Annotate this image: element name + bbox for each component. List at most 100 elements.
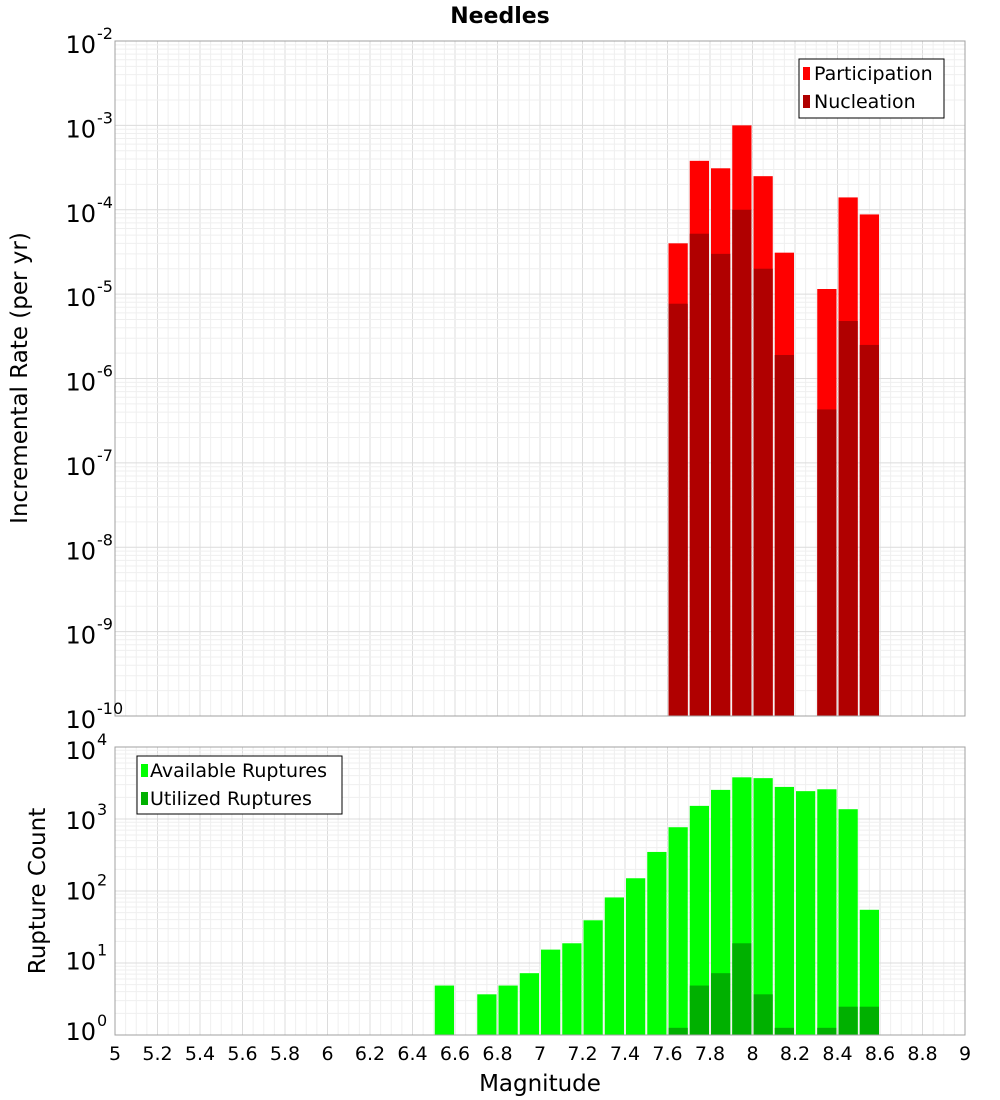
x-tick-label: 7 <box>534 1043 546 1065</box>
x-tick-label: 8.8 <box>907 1043 937 1065</box>
legend-swatch-available <box>141 764 148 777</box>
rate-panel: 10-210-310-410-510-610-710-810-910-10 In… <box>7 24 966 734</box>
x-tick-label: 7.8 <box>695 1043 725 1065</box>
y-tick-exponent: -2 <box>97 24 113 43</box>
bar-utilized-ruptures <box>711 973 731 1035</box>
y-tick-exponent: 1 <box>97 941 107 960</box>
y-tick-label: 10 -7 <box>65 446 113 481</box>
bar-nucleation <box>689 233 709 716</box>
y-tick-exponent: -10 <box>97 699 123 718</box>
y-tick-base: 10 <box>65 453 96 481</box>
x-tick-label: 6.4 <box>397 1043 427 1065</box>
y-tick-exponent: 0 <box>97 1011 107 1030</box>
bar-available-ruptures <box>626 878 646 1035</box>
bar-utilized-ruptures <box>753 994 773 1035</box>
bar-available-ruptures <box>562 943 582 1035</box>
y-tick-exponent: 2 <box>97 870 107 889</box>
bar-available-ruptures <box>541 949 561 1035</box>
x-tick-label: 9 <box>959 1043 971 1065</box>
count-plot-border <box>114 746 966 1036</box>
bar-available-ruptures <box>434 985 454 1035</box>
y-tick-base: 10 <box>65 807 96 835</box>
y-tick-base: 10 <box>65 706 96 734</box>
bar-nucleation <box>817 409 837 716</box>
x-tick-label: 7.2 <box>567 1043 597 1065</box>
x-axis-label: Magnitude <box>479 1071 601 1097</box>
x-tick-label: 8.2 <box>780 1043 810 1065</box>
x-tick-label: 5.6 <box>227 1043 257 1065</box>
y-tick-exponent: -4 <box>97 193 113 212</box>
y-tick-label: 10 0 <box>65 1011 107 1046</box>
y-tick-exponent: -9 <box>97 615 113 634</box>
bar-available-ruptures <box>498 985 518 1035</box>
x-tick-label: 8.4 <box>822 1043 852 1065</box>
bar-available-ruptures <box>838 809 858 1035</box>
x-tick-label: 7.6 <box>652 1043 682 1065</box>
bar-utilized-ruptures <box>859 1006 879 1035</box>
y-tick-base: 10 <box>65 369 96 397</box>
bar-nucleation <box>838 321 858 716</box>
bar-utilized-ruptures <box>774 1027 794 1035</box>
rate-gridlines <box>114 41 966 717</box>
legend-swatch-participation <box>803 67 810 80</box>
rate-legend: Participation Nucleation <box>798 58 945 119</box>
rate-y-tick-labels: 10-210-310-410-510-610-710-810-910-10 <box>65 24 123 734</box>
bar-available-ruptures <box>668 827 688 1035</box>
x-tick-label: 5.2 <box>142 1043 172 1065</box>
count-bars <box>434 777 879 1035</box>
y-tick-base: 10 <box>65 537 96 565</box>
bar-available-ruptures <box>519 973 539 1035</box>
count-y-axis-label: Rupture Count <box>25 808 51 974</box>
y-tick-exponent: -7 <box>97 446 113 465</box>
bar-available-ruptures <box>477 994 497 1035</box>
count-legend: Available Ruptures Utilized Ruptures <box>136 755 343 815</box>
bar-utilized-ruptures <box>668 1027 688 1035</box>
legend-swatch-utilized <box>141 792 148 805</box>
x-tick-label: 5 <box>109 1043 121 1065</box>
y-tick-exponent: -5 <box>97 277 113 296</box>
y-tick-base: 10 <box>65 200 96 228</box>
y-tick-exponent: -3 <box>97 108 113 127</box>
rate-legend-box <box>798 58 945 119</box>
bar-available-ruptures <box>774 786 794 1035</box>
bar-available-ruptures <box>817 789 837 1035</box>
legend-label-participation: Participation <box>814 63 933 85</box>
y-tick-exponent: 4 <box>97 730 107 749</box>
legend-swatch-nucleation <box>803 95 810 108</box>
y-tick-label: 10 -4 <box>65 193 113 228</box>
bar-available-ruptures <box>859 909 879 1035</box>
y-tick-exponent: 3 <box>97 800 107 819</box>
bar-available-ruptures <box>647 851 667 1035</box>
bar-nucleation <box>753 268 773 716</box>
y-tick-base: 10 <box>65 622 96 650</box>
x-tick-label: 5.4 <box>185 1043 215 1065</box>
bar-utilized-ruptures <box>838 1006 858 1035</box>
legend-label-nucleation: Nucleation <box>814 91 916 113</box>
y-tick-label: 10 4 <box>65 730 107 765</box>
bar-available-ruptures <box>604 897 624 1035</box>
y-tick-base: 10 <box>65 284 96 312</box>
y-tick-base: 10 <box>65 737 96 765</box>
bar-available-ruptures <box>796 791 816 1035</box>
chart-title: Needles <box>450 4 550 29</box>
x-tick-label: 7.4 <box>610 1043 640 1065</box>
bar-available-ruptures <box>689 805 709 1035</box>
x-tick-label: 5.8 <box>270 1043 300 1065</box>
y-tick-label: 10 -10 <box>65 699 123 734</box>
bar-utilized-ruptures <box>817 1027 837 1035</box>
y-tick-base: 10 <box>65 877 96 905</box>
x-tick-label: 8.6 <box>865 1043 895 1065</box>
x-tick-label: 6.6 <box>440 1043 470 1065</box>
y-tick-label: 10 3 <box>65 800 107 835</box>
y-tick-exponent: -6 <box>97 362 113 381</box>
count-legend-box <box>136 755 343 815</box>
y-tick-label: 10 -8 <box>65 530 113 565</box>
bar-available-ruptures <box>583 920 603 1035</box>
bar-nucleation <box>732 209 752 716</box>
y-tick-base: 10 <box>65 1018 96 1046</box>
x-tick-label: 8 <box>746 1043 758 1065</box>
y-tick-label: 10 1 <box>65 941 107 976</box>
bar-available-ruptures <box>753 778 773 1035</box>
